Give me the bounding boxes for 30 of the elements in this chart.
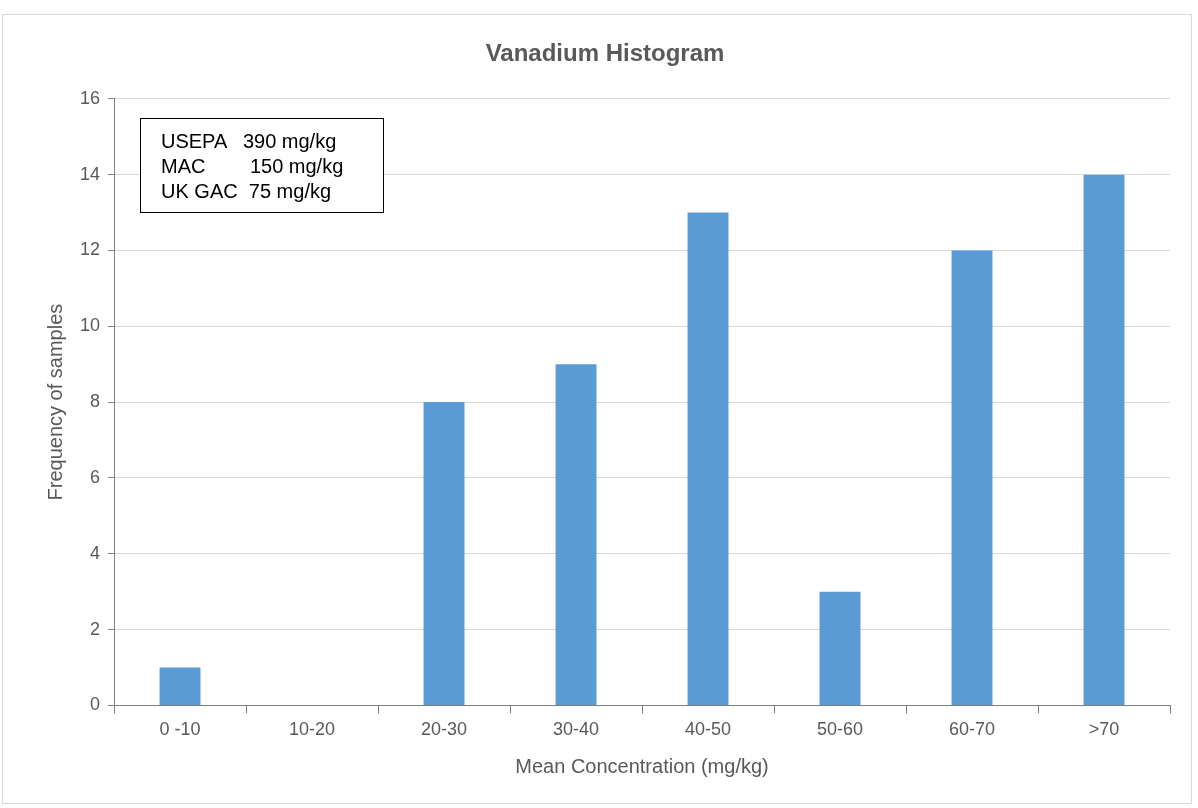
x-tick-label: 30-40 [552,719,600,740]
x-tick-label: >70 [1088,719,1120,740]
bar [159,667,201,705]
bar [951,250,993,705]
x-tick-label: 0 -10 [159,719,201,740]
bar [687,212,729,705]
y-tick-label: 12 [79,239,101,260]
bar [423,402,465,705]
y-tick-label: 8 [90,391,101,412]
x-tick-label: 60-70 [948,719,996,740]
annotation: MAC 150 mg/kg [161,154,344,179]
bar [819,591,861,705]
y-tick-label: 10 [79,315,101,336]
x-tick-label: 20-30 [420,719,468,740]
y-tick-label: 16 [79,87,101,108]
y-tick-label: 2 [90,618,101,639]
x-tick-label: 10-20 [288,719,336,740]
annotation: USEPA 390 mg/kg [161,129,338,154]
chart-title: Vanadium Histogram [485,39,725,67]
y-tick-label: 4 [90,542,101,563]
y-tick-label: 6 [90,466,101,487]
bar [1083,174,1125,705]
y-tick-label: 0 [90,694,101,715]
y-axis-title: Frequency of samples [43,303,66,501]
x-tick-label: 50-60 [816,719,864,740]
annotation: UK GAC 75 mg/kg [161,179,333,204]
x-tick-label: 40-50 [684,719,732,740]
y-tick-label: 14 [79,163,101,184]
x-axis-title: Mean Concentration (mg/kg) [515,754,769,777]
bar [555,364,597,705]
